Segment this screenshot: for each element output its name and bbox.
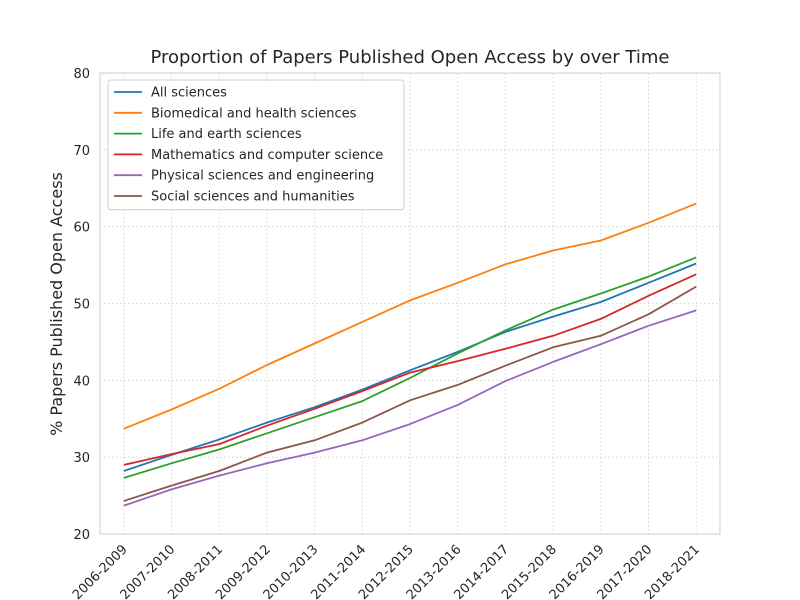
- chart-title: Proportion of Papers Published Open Acce…: [151, 47, 670, 68]
- y-axis-label: % Papers Published Open Access: [47, 172, 66, 436]
- y-tick-label: 50: [73, 298, 90, 313]
- y-tick-label: 70: [73, 144, 90, 159]
- y-tick-label: 20: [73, 528, 90, 543]
- legend-label: Biomedical and health sciences: [151, 106, 357, 121]
- series-lines: [123, 202, 697, 507]
- series-line-1: [123, 202, 697, 430]
- y-tick-label: 60: [73, 221, 90, 236]
- series-line-5: [123, 285, 697, 502]
- legend-label: Mathematics and computer science: [151, 148, 383, 163]
- y-tick-labels: 20 30 40 50 60 70 80: [73, 67, 90, 543]
- legend-label: Physical sciences and engineering: [151, 169, 374, 184]
- y-tick-label: 80: [73, 67, 90, 82]
- legend-label: All sciences: [151, 86, 227, 101]
- y-tick-label: 40: [73, 374, 90, 389]
- plot-frame: [99, 72, 721, 535]
- series-line-3: [123, 273, 697, 466]
- y-tick-label: 30: [73, 451, 90, 466]
- series-line-0: [123, 262, 697, 472]
- series-line-2: [123, 256, 697, 479]
- legend-box: [107, 79, 405, 211]
- series-line-4: [123, 309, 697, 507]
- legend-label: Life and earth sciences: [151, 127, 302, 142]
- legend: All sciences Biomedical and health scienc…: [107, 79, 405, 211]
- legend-label: Social sciences and humanities: [151, 190, 355, 205]
